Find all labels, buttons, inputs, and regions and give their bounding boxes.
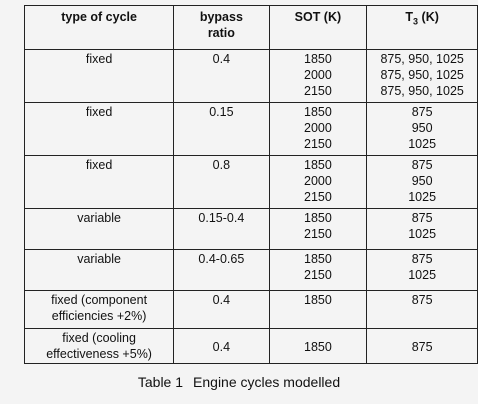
cell-t3-value: 875 — [411, 158, 433, 172]
cell-bypass: 0.4 — [173, 49, 270, 103]
cell-t3-value: 875, 950, 1025 — [380, 84, 464, 98]
cell-sot-value: 1850 — [304, 293, 332, 307]
cell-sot: 1850 2000 2150 — [268, 49, 368, 103]
header-t3-subscript: 3 — [413, 16, 419, 27]
table-header-row: type of cycle bypass ratio SOT (K) T3 (K… — [23, 5, 478, 50]
table-row: fixed (cooling effectiveness +5%) 0.4 18… — [23, 328, 478, 364]
header-bypass-line1: bypass — [199, 10, 243, 24]
header-t3: T3 (K) — [366, 5, 478, 50]
cell-bypass-text: 0.4 — [212, 52, 231, 66]
cell-sot-value: 1850 — [304, 252, 332, 266]
table-row: variable 0.15-0.4 1850 2150 875 1025 — [23, 208, 478, 250]
cell-type: fixed — [23, 102, 175, 156]
table-row: variable 0.4-0.65 1850 2150 875 1025 — [23, 249, 478, 291]
cell-t3-value: 1025 — [408, 268, 437, 282]
cell-t3: 875, 950, 1025 875, 950, 1025 875, 950, … — [366, 49, 478, 103]
cell-sot-value: 2150 — [304, 190, 332, 204]
header-bypass-ratio: bypass ratio — [173, 5, 270, 50]
cell-type-text: fixed — [85, 105, 113, 119]
cell-sot-value: 1850 — [304, 211, 332, 225]
header-sot: SOT (K) — [268, 5, 368, 50]
cell-t3-value: 875 — [411, 211, 433, 225]
cell-sot-value: 2150 — [304, 227, 332, 241]
cell-type-text: variable — [77, 252, 121, 266]
header-t3-unit: (K) — [418, 10, 439, 24]
cell-t3-value: 875, 950, 1025 — [380, 68, 464, 82]
cell-t3-value: 875 — [411, 293, 433, 307]
cell-t3: 875 950 1025 — [366, 102, 478, 156]
cell-t3: 875 — [366, 290, 478, 329]
cell-type-text: fixed — [85, 158, 113, 172]
table-caption-text: Engine cycles modelled — [193, 374, 341, 390]
cell-t3-value: 1025 — [408, 227, 437, 241]
cell-sot: 1850 — [268, 328, 368, 364]
cell-t3: 875 950 1025 — [366, 155, 478, 209]
cell-t3-value: 1025 — [408, 137, 437, 151]
cell-type-text: fixed (component — [51, 293, 148, 307]
cell-type: fixed — [23, 155, 175, 209]
cell-bypass: 0.4-0.65 — [173, 249, 270, 291]
cell-bypass: 0.4 — [173, 290, 270, 329]
cell-bypass-text: 0.15-0.4 — [198, 211, 245, 225]
table-row: fixed 0.15 1850 2000 2150 875 950 1025 — [23, 102, 478, 156]
cell-bypass: 0.8 — [173, 155, 270, 209]
table-row: fixed (component efficiencies +2%) 0.4 1… — [23, 290, 478, 329]
header-sot-label: SOT (K) — [294, 10, 342, 24]
cell-type: fixed (cooling effectiveness +5%) — [23, 328, 175, 364]
cell-type: variable — [23, 249, 175, 291]
cell-sot: 1850 2150 — [268, 208, 368, 250]
cell-sot-value: 2000 — [304, 174, 332, 188]
cell-type: fixed (component efficiencies +2%) — [23, 290, 175, 329]
cell-t3-value: 875 — [411, 252, 433, 266]
cell-sot: 1850 2000 2150 — [268, 155, 368, 209]
cell-t3: 875 1025 — [366, 249, 478, 291]
cell-bypass: 0.4 — [173, 328, 270, 364]
cell-type-text: efficiencies +2%) — [51, 309, 147, 323]
cell-bypass: 0.15 — [173, 102, 270, 156]
header-type-of-cycle-label: type of cycle — [61, 10, 137, 24]
cell-t3-value: 950 — [411, 174, 433, 188]
cell-sot-value: 2000 — [304, 121, 332, 135]
cell-bypass: 0.15-0.4 — [173, 208, 270, 250]
cell-sot-value: 1850 — [304, 158, 332, 172]
cell-type-text: variable — [77, 211, 121, 225]
cell-bypass-text: 0.4 — [212, 293, 231, 307]
table-row: fixed 0.4 1850 2000 2150 875, 950, 1025 … — [23, 49, 478, 103]
cell-sot-value: 2000 — [304, 68, 332, 82]
cell-sot: 1850 2150 — [268, 249, 368, 291]
cell-type-text: fixed — [85, 52, 113, 66]
cell-type-text: effectiveness +5%) — [46, 347, 152, 361]
cell-type: variable — [23, 208, 175, 250]
cell-t3-value: 875 — [411, 105, 433, 119]
cell-sot-value: 1850 — [304, 52, 332, 66]
cell-t3: 875 1025 — [366, 208, 478, 250]
cell-sot-value: 2150 — [304, 84, 332, 98]
cell-t3: 875 — [366, 328, 478, 364]
cell-t3-value: 875 — [411, 339, 433, 354]
cell-t3-value: 1025 — [408, 190, 437, 204]
table-row: fixed 0.8 1850 2000 2150 875 950 1025 — [23, 155, 478, 209]
cell-bypass-text: 0.8 — [212, 158, 231, 172]
cell-sot-value: 2150 — [304, 268, 332, 282]
cell-sot-value: 2150 — [304, 137, 332, 151]
cell-type: fixed — [23, 49, 175, 103]
cell-sot: 1850 — [268, 290, 368, 329]
header-type-of-cycle: type of cycle — [23, 5, 175, 50]
cell-t3-value: 950 — [411, 121, 433, 135]
cell-type-text: fixed (cooling — [62, 331, 136, 345]
cell-sot-value: 1850 — [304, 105, 332, 119]
cell-bypass-text: 0.4-0.65 — [198, 252, 245, 266]
cell-sot: 1850 2000 2150 — [268, 102, 368, 156]
cell-sot-value: 1850 — [304, 339, 332, 354]
table-caption: Table 1 Engine cycles modelled — [0, 374, 478, 390]
engine-cycles-table: type of cycle bypass ratio SOT (K) T3 (K… — [23, 5, 478, 364]
cell-bypass-text: 0.4 — [212, 339, 231, 354]
cell-bypass-text: 0.15 — [209, 105, 234, 119]
header-bypass-line2: ratio — [207, 26, 235, 40]
table-caption-label: Table 1 — [137, 374, 184, 390]
cell-t3-value: 875, 950, 1025 — [380, 52, 464, 66]
header-t3-symbol: T — [405, 10, 414, 24]
